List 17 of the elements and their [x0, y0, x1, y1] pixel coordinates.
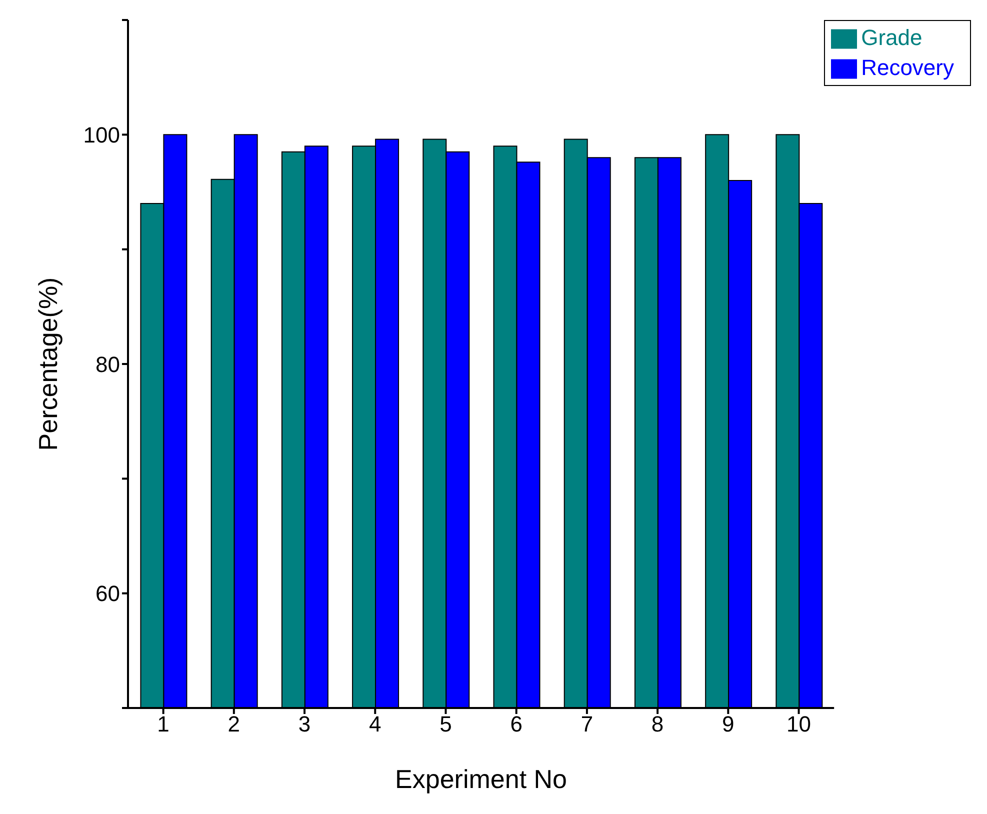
x-axis-title: Experiment No	[395, 764, 568, 794]
x-tick-label: 1	[157, 712, 170, 737]
x-tick-label: 6	[510, 712, 522, 737]
x-tick-label: 3	[298, 712, 311, 737]
legend-label: Grade	[861, 25, 922, 50]
x-tick-label: 7	[580, 712, 594, 737]
x-tick-label: 2	[228, 712, 240, 737]
y-tick-label: 100	[83, 122, 120, 148]
x-tick-label: 4	[369, 712, 382, 737]
legend-label: Recovery	[861, 55, 954, 80]
y-tick-label: 60	[96, 581, 120, 606]
x-tick-label: 8	[651, 712, 664, 737]
y-axis-title: Percentage(%)	[33, 277, 64, 451]
y-tick-label: 80	[96, 352, 120, 377]
x-tick-label: 5	[440, 712, 452, 737]
x-tick-label: 10	[786, 712, 812, 737]
x-tick-label: 9	[722, 712, 734, 737]
